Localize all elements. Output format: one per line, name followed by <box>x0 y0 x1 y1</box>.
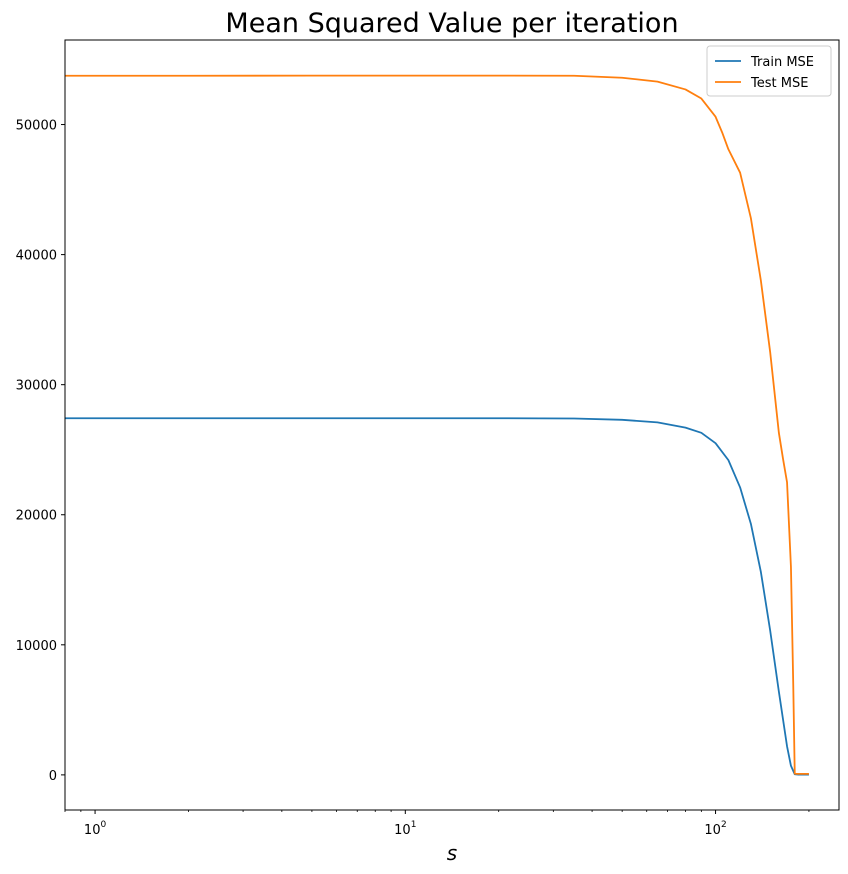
y-tick-label: 10000 <box>16 639 57 654</box>
y-tick-label: 40000 <box>16 249 57 264</box>
series-line-test-mse <box>65 74 809 775</box>
legend-label: Train MSE <box>750 55 814 70</box>
legend-box <box>706 45 832 97</box>
x-tick-label: 100 <box>84 820 107 838</box>
y-tick-label: 0 <box>49 769 57 784</box>
x-tick-exponent: 2 <box>721 820 727 830</box>
series-line-train-mse <box>65 417 809 776</box>
series-layer <box>65 74 809 776</box>
x-tick-base: 10 <box>84 823 101 838</box>
legend: Train MSE Test MSE <box>706 45 832 97</box>
x-tick-label: 101 <box>394 820 416 838</box>
x-tick-exponent: 1 <box>411 820 417 830</box>
x-tick-label: 102 <box>704 820 726 838</box>
y-tick-label: 50000 <box>16 119 57 134</box>
chart-title: Mean Squared Value per iteration <box>225 8 678 39</box>
x-tick-exponent: 0 <box>100 820 106 830</box>
x-axis-label: s <box>447 841 457 865</box>
y-tick-label: 30000 <box>16 379 57 394</box>
y-tick-label: 20000 <box>16 509 57 524</box>
plot-frame <box>64 39 840 811</box>
x-tick-base: 10 <box>704 823 721 838</box>
x-tick-base: 10 <box>394 823 411 838</box>
legend-label: Test MSE <box>750 76 808 91</box>
